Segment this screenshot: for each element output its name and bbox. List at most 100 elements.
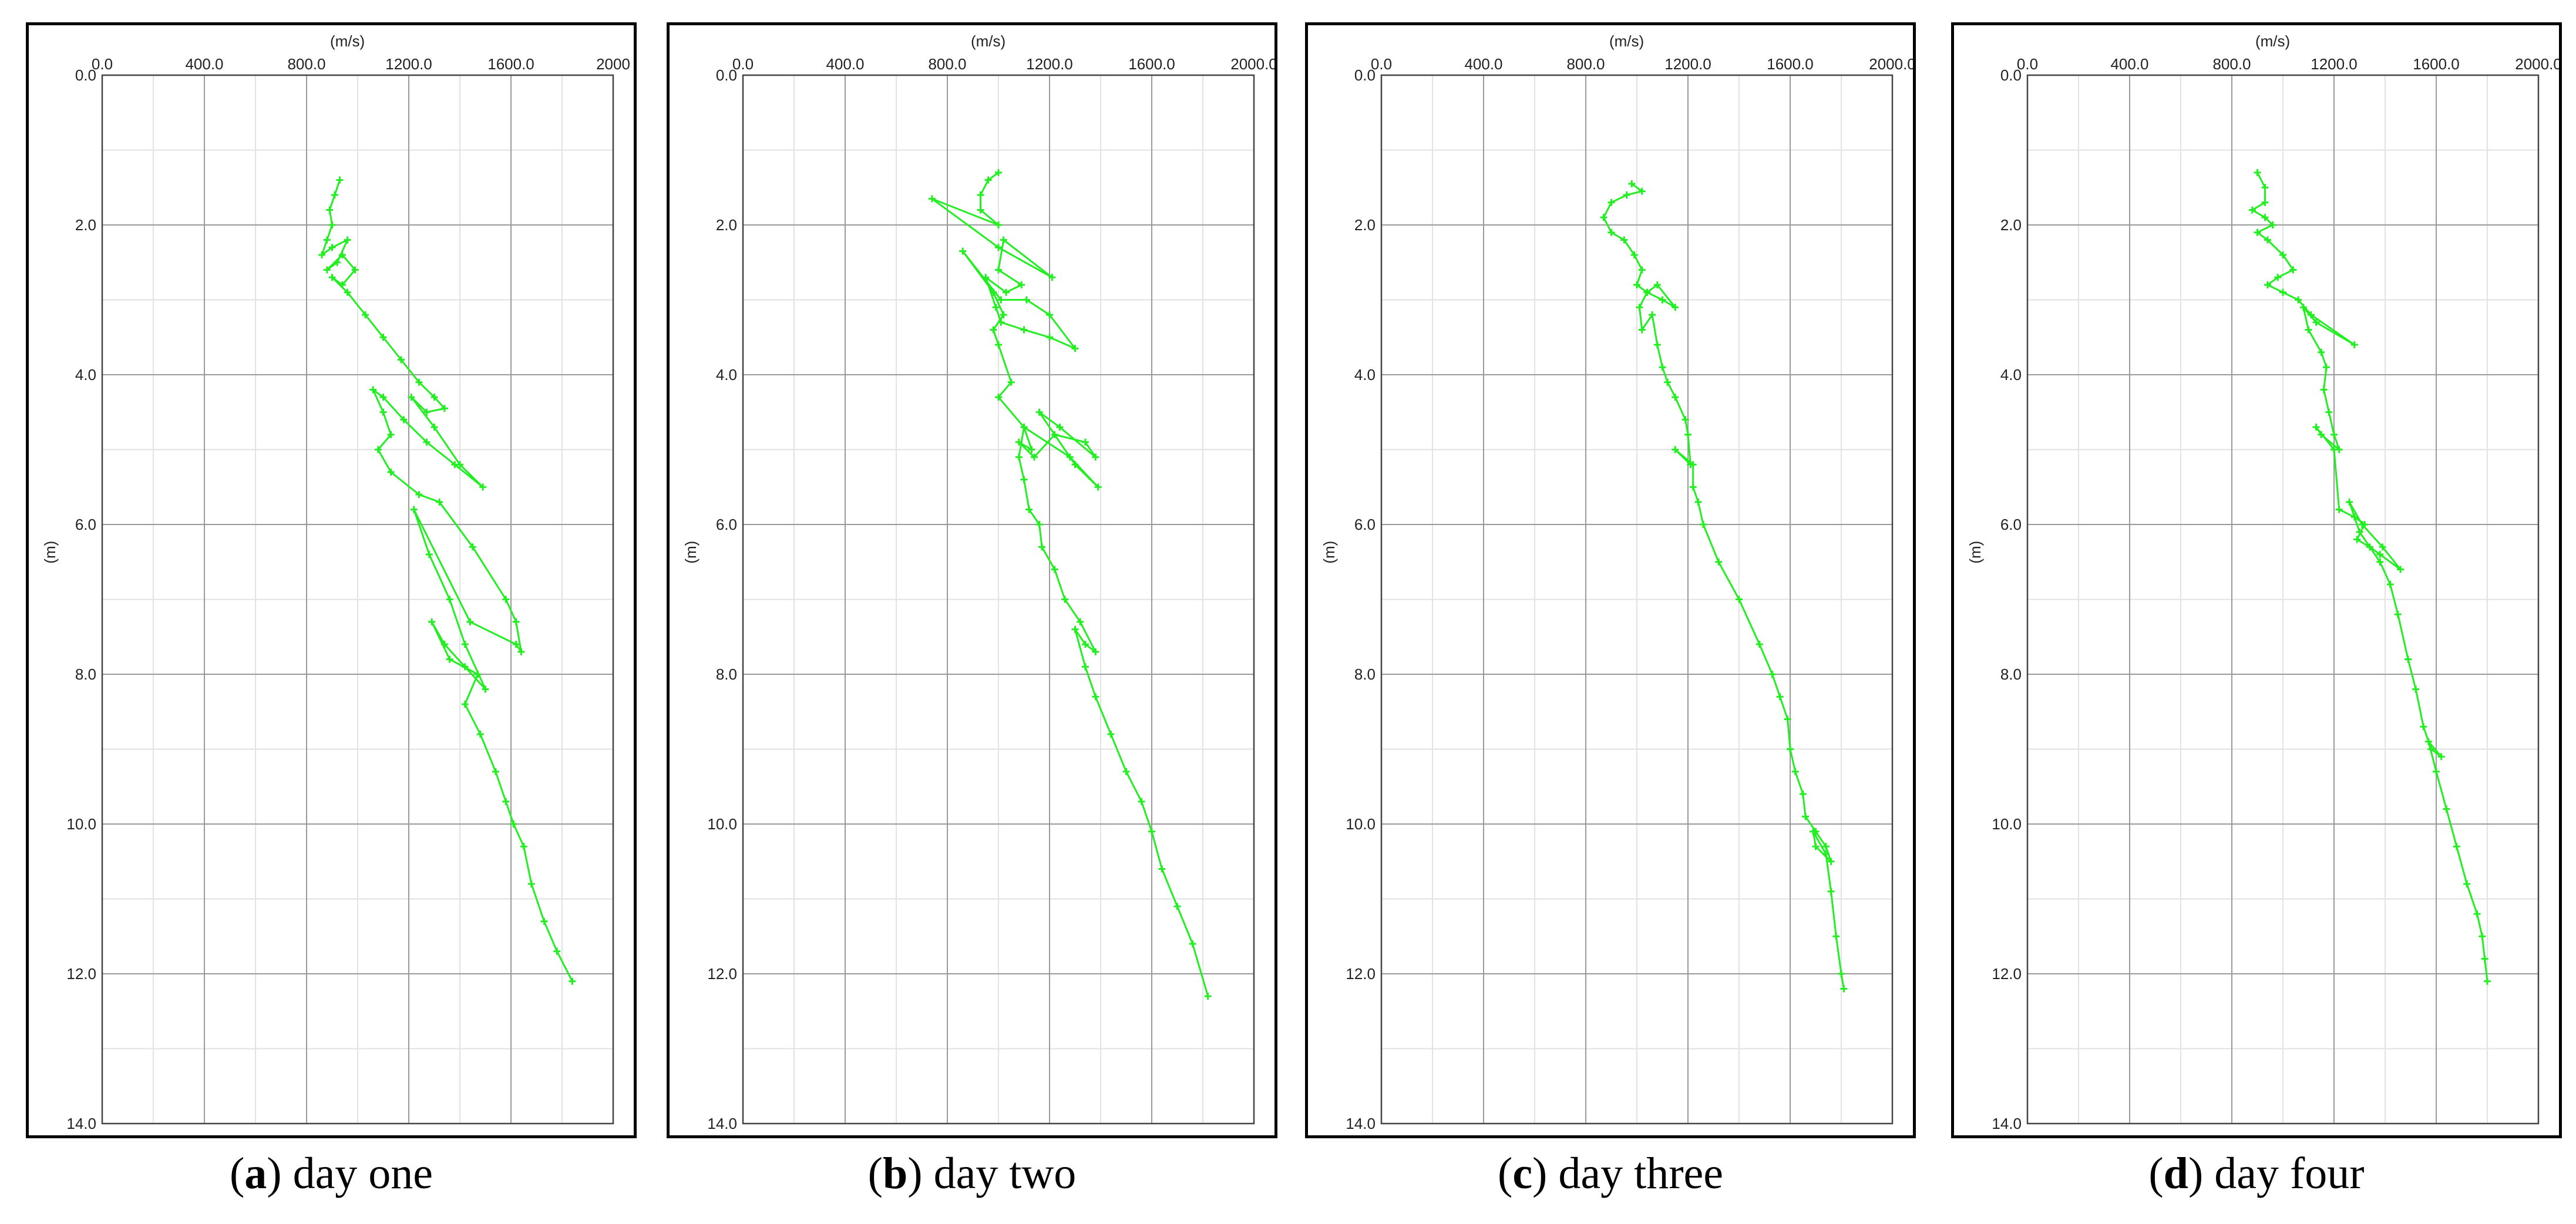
data-point: [2427, 745, 2435, 753]
caption-d: (d) day four: [2148, 1149, 2365, 1198]
data-point: [387, 468, 395, 476]
x-tick-label: 2000.0: [1230, 55, 1274, 73]
data-point: [1081, 438, 1089, 446]
y-tick-label: 12.0: [1346, 965, 1376, 983]
y-tick-label: 2.0: [716, 216, 737, 234]
y-tick-label: 12.0: [707, 965, 737, 983]
x-tick-label: 0.0: [2017, 55, 2038, 73]
x-axis-label: (m/s): [1609, 32, 1644, 50]
data-point: [2261, 214, 2269, 221]
data-point: [436, 498, 443, 506]
data-point: [1015, 438, 1023, 446]
data-point: [387, 431, 395, 438]
data-point: [466, 618, 474, 626]
x-tick-label: 400.0: [2110, 55, 2148, 73]
y-tick-label: 14.0: [1346, 1115, 1376, 1132]
y-tick-label: 12.0: [1992, 965, 2022, 983]
data-point: [423, 438, 431, 446]
data-point: [995, 266, 1002, 274]
data-point: [362, 311, 369, 318]
data-point: [997, 318, 1005, 326]
y-tick-label: 8.0: [75, 665, 96, 683]
data-point: [517, 648, 525, 655]
data-point: [351, 266, 359, 274]
data-point: [1628, 180, 1636, 187]
data-point: [995, 341, 1002, 348]
data-point: [2261, 184, 2269, 191]
data-point: [2269, 221, 2276, 228]
data-point: [1776, 693, 1784, 701]
data-point: [1173, 903, 1181, 910]
data-point: [1838, 970, 1845, 977]
data-point: [2437, 753, 2445, 761]
data-point: [1046, 311, 1053, 318]
y-tick-label: 14.0: [1992, 1115, 2022, 1132]
x-tick-label: 1200.0: [1026, 55, 1073, 73]
data-point: [1071, 461, 1079, 468]
data-point: [1682, 416, 1689, 423]
data-point: [2350, 513, 2358, 521]
data-point: [482, 685, 489, 693]
data-point: [2274, 274, 2282, 281]
x-axis-label: (m/s): [2255, 32, 2290, 50]
data-point: [1643, 288, 1651, 296]
data-point: [1638, 187, 1646, 195]
data-point: [344, 236, 351, 244]
data-point: [2305, 326, 2312, 334]
data-point: [2325, 408, 2333, 416]
data-point: [318, 251, 326, 258]
data-point: [2386, 581, 2394, 588]
data-point: [1015, 453, 1023, 461]
data-point: [440, 405, 448, 412]
y-tick-label: 12.0: [66, 965, 96, 983]
data-point: [1659, 296, 1666, 304]
data-point: [1077, 618, 1084, 626]
x-tick-label: 1600.0: [1128, 55, 1175, 73]
data-point: [1061, 596, 1069, 603]
data-point: [1020, 326, 1028, 334]
data-point: [326, 206, 334, 214]
data-point: [2330, 446, 2338, 453]
data-point: [995, 169, 1002, 176]
data-point: [1689, 461, 1697, 468]
y-tick-label: 2.0: [1354, 216, 1376, 234]
data-point: [502, 798, 510, 805]
y-axis-label: (m): [1320, 541, 1338, 564]
data-point: [1048, 274, 1056, 281]
data-point: [982, 274, 990, 281]
data-point: [1700, 521, 1707, 528]
data-point: [1768, 671, 1776, 678]
x-tick-label: 0.0: [732, 55, 754, 73]
y-tick-label: 14.0: [66, 1115, 96, 1132]
data-point: [1600, 214, 1608, 221]
data-point: [1051, 431, 1058, 438]
data-point: [1122, 768, 1130, 775]
data-point: [397, 356, 405, 364]
y-tick-label: 10.0: [1346, 815, 1376, 833]
x-tick-label: 1600.0: [487, 55, 534, 73]
data-point: [410, 506, 418, 513]
data-point: [1003, 288, 1010, 296]
data-point: [1158, 865, 1166, 873]
data-point: [1649, 311, 1656, 318]
data-point: [1035, 521, 1043, 528]
y-tick-label: 6.0: [75, 516, 96, 533]
x-tick-label: 2000: [596, 55, 630, 73]
data-point: [1092, 648, 1099, 655]
data-point: [2453, 843, 2460, 850]
data-point: [2473, 910, 2481, 917]
data-point: [1636, 304, 1643, 311]
chart-panel-d: 0.0 400.0 800.0 1200.0 1600.0 2000.0 0.0 2.0 4.0…: [1951, 22, 2562, 1138]
data-point: [2397, 566, 2405, 573]
data-point: [1030, 453, 1038, 461]
data-point: [997, 296, 1005, 304]
data-point: [1000, 311, 1007, 318]
data-point: [1038, 543, 1045, 551]
data-point: [2322, 364, 2330, 371]
data-point: [2420, 723, 2427, 731]
chart-panel-a: 0.0 400.0 800.0 1200.0 1600.0 2000 0.0 2.0 4.0 6.…: [26, 22, 637, 1138]
plot-frame: [1380, 74, 1894, 1125]
data-point: [2279, 288, 2286, 296]
data-point: [977, 191, 984, 199]
data-point: [1081, 663, 1089, 671]
